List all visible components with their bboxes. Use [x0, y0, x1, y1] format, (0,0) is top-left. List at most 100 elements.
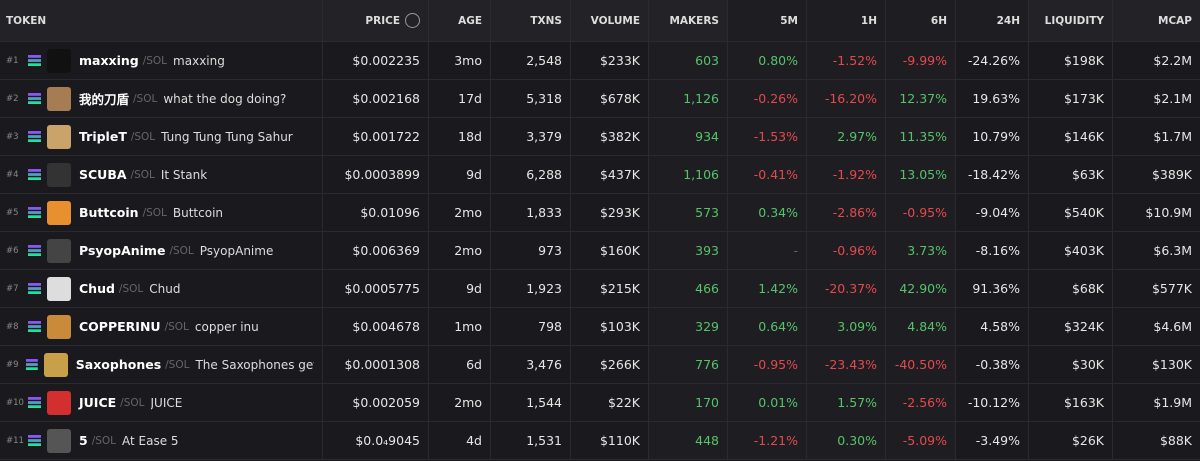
cell-value: $0.01096 — [360, 205, 420, 220]
cell-value: $68K — [1071, 281, 1104, 296]
header-label: TXNS — [530, 14, 562, 27]
token-name: At Ease 5 — [122, 433, 179, 448]
cell-value: 2,548 — [526, 53, 562, 68]
header-cell[interactable]: MAKERS — [648, 0, 727, 41]
token-row[interactable]: #11 5/SOL At Ease 5 $0.0₄9045 4d 1,531 $110K 44… — [0, 422, 1200, 460]
cell-value: $173K — [1063, 91, 1104, 106]
data-cell: 1,544 — [490, 384, 570, 421]
token-symbol: Buttcoin — [79, 205, 139, 220]
cell-value: -9.99% — [902, 53, 947, 68]
header-label: MAKERS — [669, 14, 719, 27]
header-label: 6H — [930, 14, 947, 27]
cell-value: -2.86% — [832, 205, 877, 220]
token-row[interactable]: #5 Buttcoin/SOL Buttcoin $0.01096 2mo 1,833 $2… — [0, 194, 1200, 232]
token-row[interactable]: #8 COPPERINU/SOL copper inu $0.004678 1mo 798… — [0, 308, 1200, 346]
data-cell: $1.9M — [1112, 384, 1200, 421]
cell-value: $0.002168 — [352, 91, 420, 106]
data-cell: 91.36% — [955, 270, 1028, 307]
data-cell: 0.01% — [727, 384, 806, 421]
cell-value: 6d — [466, 357, 482, 372]
token-name: Buttcoin — [172, 205, 224, 220]
cell-value: -1.53% — [753, 129, 798, 144]
cell-value: $382K — [599, 129, 640, 144]
token-symbol: maxxing — [79, 53, 139, 68]
token-cell: #6 PsyopAnime/SOL PsyopAnime — [0, 232, 322, 269]
header-cell[interactable]: TXNS — [490, 0, 570, 41]
data-cell: $233K — [570, 42, 648, 79]
header-cell[interactable]: 1H — [806, 0, 885, 41]
cell-value: 1,106 — [683, 167, 719, 182]
cell-value: 573 — [695, 205, 719, 220]
cell-value: 170 — [695, 395, 719, 410]
header-label: AGE — [458, 14, 482, 27]
data-cell: -1.21% — [727, 422, 806, 459]
cell-value: 0.01% — [758, 395, 798, 410]
header-cell[interactable]: 5M — [727, 0, 806, 41]
data-cell: $2.1M — [1112, 80, 1200, 117]
cell-value: -0.95% — [753, 357, 798, 372]
cell-value: 13.05% — [899, 167, 947, 182]
cell-value: -1.92% — [832, 167, 877, 182]
header-cell[interactable]: PRICE — [322, 0, 428, 41]
header-cell[interactable]: VOLUME — [570, 0, 648, 41]
cell-value: $4.6M — [1153, 319, 1192, 334]
cell-value: 393 — [695, 243, 719, 258]
cell-value: $1.9M — [1153, 395, 1192, 410]
token-row[interactable]: #1 maxxing/SOL maxxing $0.002235 3mo 2,548 $23… — [0, 42, 1200, 80]
token-name: The Saxophones getti — [195, 357, 315, 372]
rank: #7 — [6, 283, 19, 294]
cell-value: -16.20% — [824, 91, 877, 106]
data-cell: 1mo — [428, 308, 490, 345]
token-row[interactable]: #6 PsyopAnime/SOL PsyopAnime $0.006369 2mo 97… — [0, 232, 1200, 270]
data-cell: 0.80% — [727, 42, 806, 79]
header-cell[interactable]: AGE — [428, 0, 490, 41]
token-row[interactable]: #10 JUICE/SOL JUICE $0.002059 2mo 1,544 $22K 17… — [0, 384, 1200, 422]
header-cell[interactable]: 24H — [955, 0, 1028, 41]
cell-value: -1.52% — [832, 53, 877, 68]
cell-value: -0.96% — [832, 243, 877, 258]
header-cell[interactable]: MCAP — [1112, 0, 1200, 41]
data-cell: 3mo — [428, 42, 490, 79]
data-cell: $160K — [570, 232, 648, 269]
cell-value: $110K — [599, 433, 640, 448]
data-cell: 9d — [428, 156, 490, 193]
data-cell: 3,379 — [490, 118, 570, 155]
cell-value: -24.26% — [967, 53, 1020, 68]
token-name: what the dog doing? — [163, 91, 287, 106]
cell-value: -0.38% — [975, 357, 1020, 372]
cell-value: $160K — [599, 243, 640, 258]
cell-value: $22K — [607, 395, 640, 410]
cell-value: 1.57% — [837, 395, 877, 410]
header-cell[interactable]: TOKEN — [0, 0, 322, 41]
token-row[interactable]: #7 Chud/SOL Chud $0.0005775 9d 1,923 $215K 466 1… — [0, 270, 1200, 308]
data-cell: -8.16% — [955, 232, 1028, 269]
cell-value: $130K — [1151, 357, 1192, 372]
cell-value: 6,288 — [526, 167, 562, 182]
cell-value: 9d — [466, 167, 482, 182]
token-row[interactable]: #2 我的刀盾/SOL what the dog doing? $0.002168 17… — [0, 80, 1200, 118]
token-chain: /SOL — [142, 54, 168, 67]
header-cell[interactable]: LIQUIDITY — [1028, 0, 1112, 41]
cell-value: $0.002059 — [352, 395, 420, 410]
cell-value: -18.42% — [967, 167, 1020, 182]
token-row[interactable]: #9 Saxophones/SOL The Saxophones getti $0.0… — [0, 346, 1200, 384]
header-cell[interactable]: 6H — [885, 0, 955, 41]
cell-value: -1.21% — [753, 433, 798, 448]
token-row[interactable]: #3 TripleT/SOL Tung Tung Tung Sahur $0.0017… — [0, 118, 1200, 156]
cell-value: 0.30% — [837, 433, 877, 448]
chain-icon — [28, 131, 41, 142]
data-cell: $88K — [1112, 422, 1200, 459]
data-cell: 973 — [490, 232, 570, 269]
token-row[interactable]: #4 SCUBA/SOL It Stank $0.0003899 9d 6,288 $437… — [0, 156, 1200, 194]
data-cell: 2mo — [428, 384, 490, 421]
data-cell: -0.95% — [727, 346, 806, 383]
cell-value: 11.35% — [899, 129, 947, 144]
cell-value: - — [793, 243, 798, 258]
data-cell: $403K — [1028, 232, 1112, 269]
cell-value: -0.95% — [902, 205, 947, 220]
data-cell: $324K — [1028, 308, 1112, 345]
data-cell: 3.73% — [885, 232, 955, 269]
cell-value: $2.1M — [1153, 91, 1192, 106]
data-cell: 0.30% — [806, 422, 885, 459]
cell-value: $6.3M — [1153, 243, 1192, 258]
